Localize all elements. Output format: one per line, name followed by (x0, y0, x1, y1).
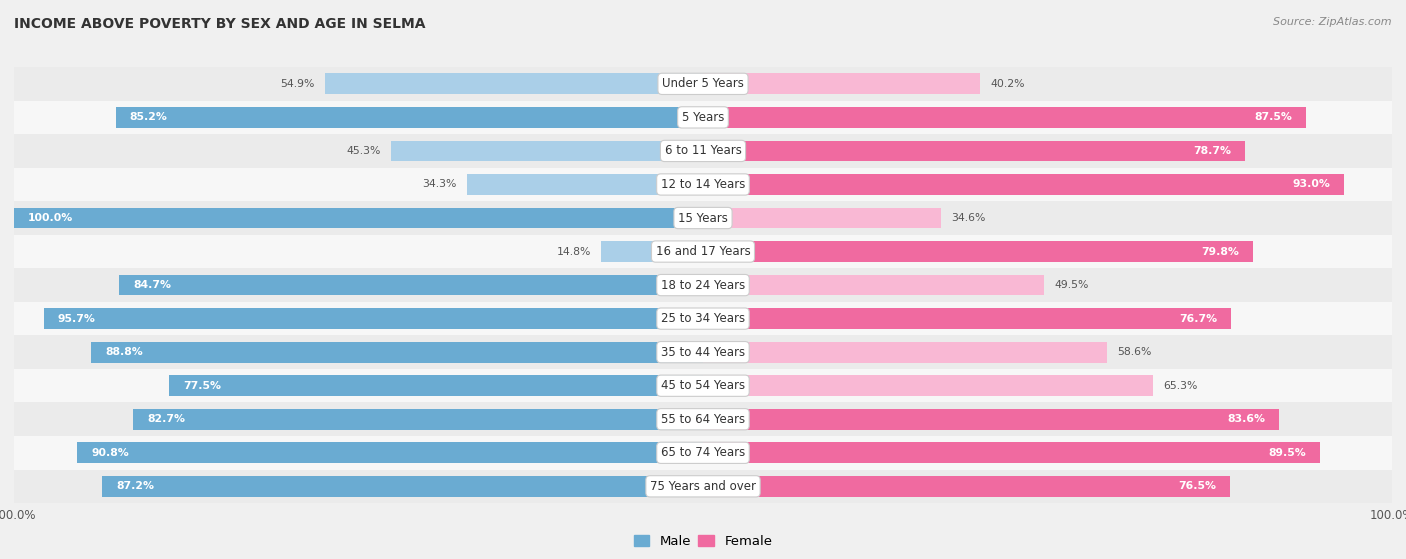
Text: 45.3%: 45.3% (346, 146, 381, 156)
Bar (14, 436, 1392, 470)
Bar (703, 274, 1045, 296)
Bar (703, 174, 1344, 195)
Bar (14, 268, 1392, 302)
Bar (14, 302, 1392, 335)
Bar (14, 335, 1392, 369)
Text: INCOME ABOVE POVERTY BY SEX AND AGE IN SELMA: INCOME ABOVE POVERTY BY SEX AND AGE IN S… (14, 17, 426, 31)
Text: 95.7%: 95.7% (58, 314, 96, 324)
Text: 40.2%: 40.2% (990, 79, 1025, 89)
Text: 85.2%: 85.2% (129, 112, 167, 122)
Bar (703, 207, 942, 229)
Text: 89.5%: 89.5% (1268, 448, 1306, 458)
Text: 84.7%: 84.7% (134, 280, 172, 290)
Text: 79.8%: 79.8% (1201, 247, 1239, 257)
Bar (134, 409, 703, 430)
Bar (44, 308, 703, 329)
Text: 18 to 24 Years: 18 to 24 Years (661, 278, 745, 292)
Text: 25 to 34 Years: 25 to 34 Years (661, 312, 745, 325)
Text: 15 Years: 15 Years (678, 211, 728, 225)
Bar (103, 476, 703, 497)
Text: 93.0%: 93.0% (1292, 179, 1330, 190)
Text: 58.6%: 58.6% (1116, 347, 1152, 357)
Text: 5 Years: 5 Years (682, 111, 724, 124)
Bar (14, 369, 1392, 402)
Text: 65.3%: 65.3% (1163, 381, 1198, 391)
Text: 55 to 64 Years: 55 to 64 Years (661, 413, 745, 426)
Bar (14, 201, 1392, 235)
Bar (14, 207, 703, 229)
Bar (703, 140, 1246, 162)
Text: 77.5%: 77.5% (183, 381, 221, 391)
Bar (14, 67, 1392, 101)
Bar (391, 140, 703, 162)
Text: Under 5 Years: Under 5 Years (662, 77, 744, 91)
Text: 87.5%: 87.5% (1254, 112, 1292, 122)
Text: 87.2%: 87.2% (117, 481, 155, 491)
Text: 34.3%: 34.3% (422, 179, 457, 190)
Text: 54.9%: 54.9% (280, 79, 315, 89)
Bar (14, 101, 1392, 134)
Bar (14, 134, 1392, 168)
Bar (703, 442, 1320, 463)
Text: 49.5%: 49.5% (1054, 280, 1088, 290)
Bar (703, 241, 1253, 262)
Bar (703, 73, 980, 94)
Bar (117, 107, 703, 128)
Text: 76.5%: 76.5% (1178, 481, 1216, 491)
Legend: Male, Female: Male, Female (628, 529, 778, 553)
Text: 90.8%: 90.8% (91, 448, 129, 458)
Bar (120, 274, 703, 296)
Bar (14, 235, 1392, 268)
Text: 35 to 44 Years: 35 to 44 Years (661, 345, 745, 359)
Text: 45 to 54 Years: 45 to 54 Years (661, 379, 745, 392)
Text: 6 to 11 Years: 6 to 11 Years (665, 144, 741, 158)
Text: 78.7%: 78.7% (1194, 146, 1232, 156)
Bar (703, 342, 1107, 363)
Text: 82.7%: 82.7% (148, 414, 186, 424)
Bar (703, 409, 1279, 430)
Bar (467, 174, 703, 195)
Bar (77, 442, 703, 463)
Bar (600, 241, 703, 262)
Bar (14, 470, 1392, 503)
Text: 83.6%: 83.6% (1227, 414, 1265, 424)
Text: 12 to 14 Years: 12 to 14 Years (661, 178, 745, 191)
Text: Source: ZipAtlas.com: Source: ZipAtlas.com (1274, 17, 1392, 27)
Text: 76.7%: 76.7% (1180, 314, 1218, 324)
Bar (703, 308, 1232, 329)
Text: 34.6%: 34.6% (952, 213, 986, 223)
Text: 88.8%: 88.8% (105, 347, 143, 357)
Text: 65 to 74 Years: 65 to 74 Years (661, 446, 745, 459)
Bar (703, 107, 1306, 128)
Bar (14, 168, 1392, 201)
Bar (703, 375, 1153, 396)
Bar (325, 73, 703, 94)
Bar (14, 402, 1392, 436)
Text: 14.8%: 14.8% (557, 247, 591, 257)
Text: 16 and 17 Years: 16 and 17 Years (655, 245, 751, 258)
Bar (169, 375, 703, 396)
Text: 75 Years and over: 75 Years and over (650, 480, 756, 493)
Text: 100.0%: 100.0% (28, 213, 73, 223)
Bar (703, 476, 1230, 497)
Bar (91, 342, 703, 363)
